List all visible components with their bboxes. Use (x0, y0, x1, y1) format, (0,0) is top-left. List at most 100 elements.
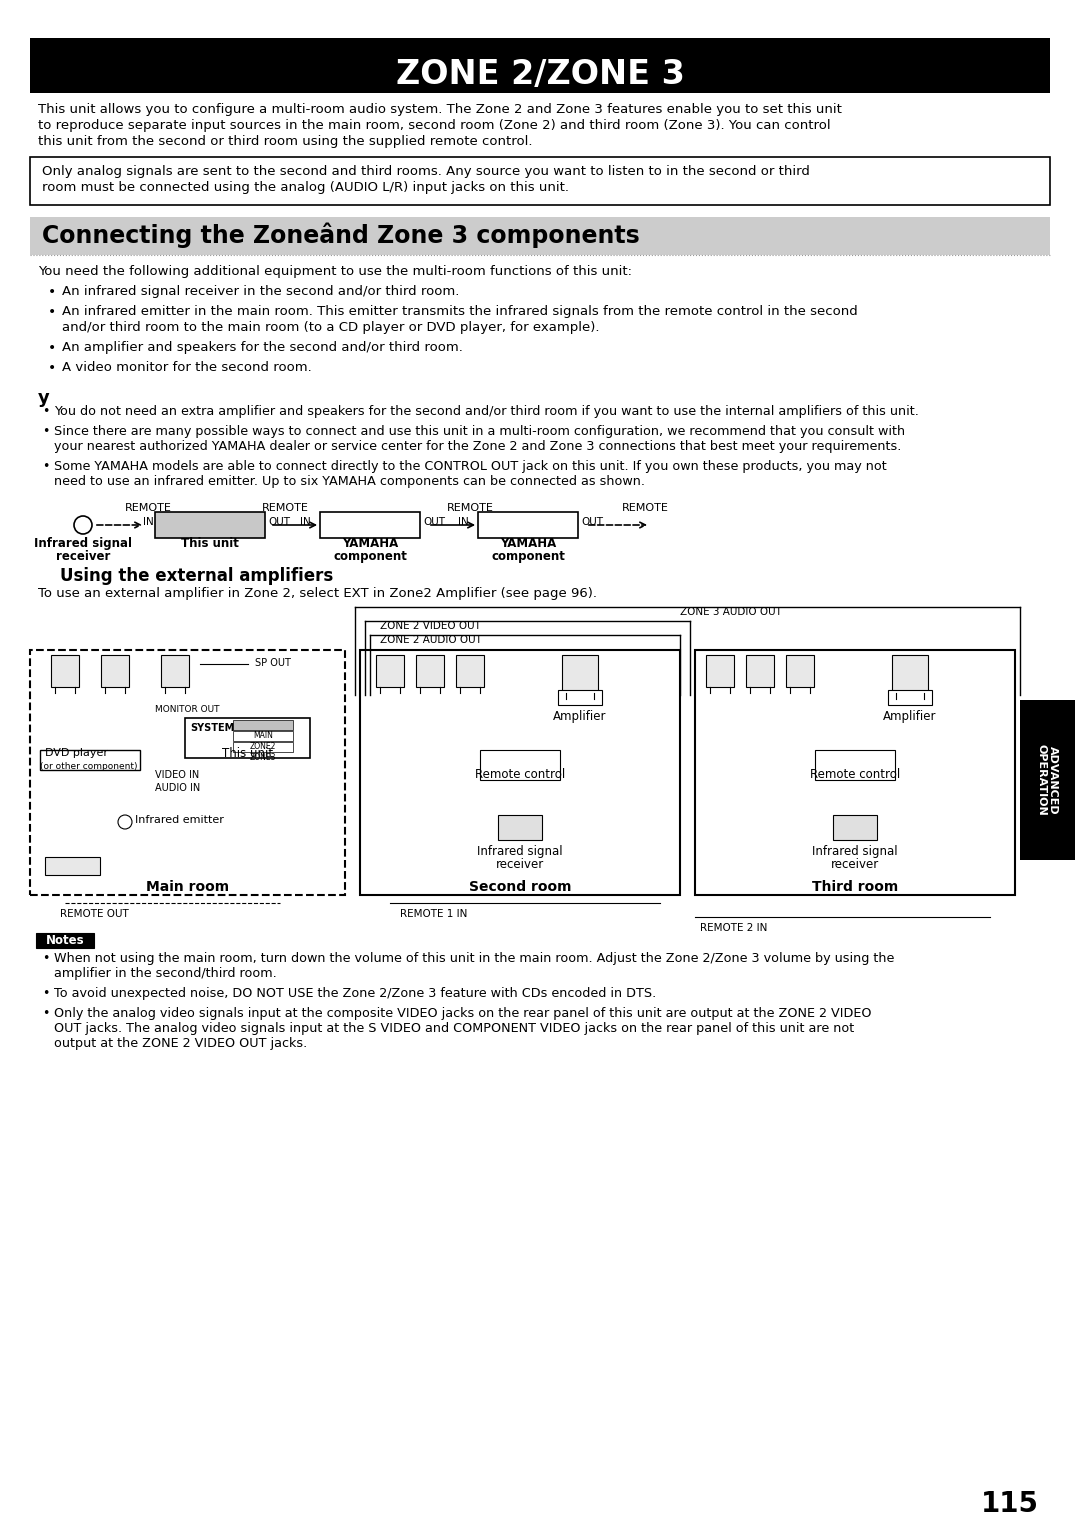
FancyBboxPatch shape (416, 655, 444, 687)
Text: Infrared emitter: Infrared emitter (135, 815, 224, 826)
FancyBboxPatch shape (320, 513, 420, 539)
Text: ZONE 3 AUDIO OUT: ZONE 3 AUDIO OUT (680, 607, 782, 617)
Text: This unit: This unit (181, 537, 239, 549)
Text: this unit from the second or third room using the supplied remote control.: this unit from the second or third room … (38, 134, 532, 148)
FancyBboxPatch shape (892, 655, 928, 693)
Text: OUT jacks. The analog video signals input at the S VIDEO and COMPONENT VIDEO jac: OUT jacks. The analog video signals inpu… (54, 1022, 854, 1035)
Text: MAIN: MAIN (253, 731, 273, 740)
Text: •: • (48, 305, 56, 319)
Text: An infrared signal receiver in the second and/or third room.: An infrared signal receiver in the secon… (62, 285, 459, 298)
Text: OUT: OUT (423, 517, 445, 526)
Text: IN: IN (458, 517, 469, 526)
Text: An infrared emitter in the main room. This emitter transmits the infrared signal: An infrared emitter in the main room. Th… (62, 305, 858, 317)
Text: REMOTE: REMOTE (622, 504, 669, 513)
FancyBboxPatch shape (833, 815, 877, 839)
FancyBboxPatch shape (456, 655, 484, 687)
Text: Infrared signal: Infrared signal (477, 845, 563, 858)
Text: y: y (38, 389, 50, 407)
Text: MONITOR OUT: MONITOR OUT (156, 705, 219, 714)
Text: room must be connected using the analog (AUDIO L/R) input jacks on this unit.: room must be connected using the analog … (42, 182, 569, 194)
Text: Remote control: Remote control (475, 768, 565, 781)
Text: Remote control: Remote control (810, 768, 900, 781)
FancyBboxPatch shape (696, 650, 1015, 896)
Text: IN: IN (300, 517, 311, 526)
Text: Amplifier: Amplifier (883, 710, 936, 723)
Circle shape (75, 516, 92, 534)
Text: YAMAHA: YAMAHA (500, 537, 556, 549)
FancyBboxPatch shape (233, 720, 293, 729)
FancyBboxPatch shape (376, 655, 404, 687)
FancyBboxPatch shape (161, 655, 189, 687)
Text: •: • (42, 404, 50, 418)
Text: Third room: Third room (812, 881, 899, 894)
Text: component: component (333, 549, 407, 563)
Text: receiver: receiver (56, 549, 110, 563)
Text: 115: 115 (981, 1489, 1039, 1518)
Text: Infrared signal: Infrared signal (33, 537, 132, 549)
Text: your nearest authorized YAMAHA dealer or service center for the Zone 2 and Zone : your nearest authorized YAMAHA dealer or… (54, 439, 902, 453)
FancyBboxPatch shape (233, 742, 293, 752)
Text: •: • (48, 362, 56, 375)
Text: •: • (42, 1007, 50, 1019)
Text: •: • (42, 987, 50, 1000)
FancyBboxPatch shape (30, 217, 1050, 255)
FancyBboxPatch shape (51, 655, 79, 687)
Circle shape (118, 815, 132, 829)
Text: Only analog signals are sent to the second and third rooms. Any source you want : Only analog signals are sent to the seco… (42, 165, 810, 179)
FancyBboxPatch shape (156, 513, 265, 539)
Text: OUT: OUT (581, 517, 603, 526)
FancyBboxPatch shape (480, 749, 561, 780)
Text: receiver: receiver (496, 858, 544, 871)
FancyBboxPatch shape (185, 719, 310, 758)
Text: ZONE 2/ZONE 3: ZONE 2/ZONE 3 (395, 58, 685, 92)
Text: An amplifier and speakers for the second and/or third room.: An amplifier and speakers for the second… (62, 340, 463, 354)
Text: You do not need an extra amplifier and speakers for the second and/or third room: You do not need an extra amplifier and s… (54, 404, 919, 418)
FancyBboxPatch shape (815, 749, 895, 780)
FancyBboxPatch shape (233, 731, 293, 742)
Text: and/or third room to the main room (to a CD player or DVD player, for example).: and/or third room to the main room (to a… (62, 320, 599, 334)
Text: REMOTE: REMOTE (124, 504, 172, 513)
Text: IN: IN (143, 517, 153, 526)
Text: ZONE 2 AUDIO OUT: ZONE 2 AUDIO OUT (380, 635, 482, 645)
FancyBboxPatch shape (562, 655, 598, 693)
Text: To avoid unexpected noise, DO NOT USE the Zone 2/Zone 3 feature with CDs encoded: To avoid unexpected noise, DO NOT USE th… (54, 987, 657, 1000)
FancyBboxPatch shape (30, 650, 345, 896)
FancyBboxPatch shape (478, 513, 578, 539)
Text: amplifier in the second/third room.: amplifier in the second/third room. (54, 967, 276, 980)
Text: REMOTE: REMOTE (261, 504, 309, 513)
Text: SYSTEM: SYSTEM (190, 723, 234, 732)
Text: Amplifier: Amplifier (553, 710, 607, 723)
Text: ZONE2: ZONE2 (249, 742, 276, 751)
Text: OUT: OUT (268, 517, 291, 526)
Text: need to use an infrared emitter. Up to six YAMAHA components can be connected as: need to use an infrared emitter. Up to s… (54, 475, 645, 488)
Text: (or other component): (or other component) (40, 761, 137, 771)
Text: REMOTE 2 IN: REMOTE 2 IN (700, 923, 768, 932)
FancyBboxPatch shape (558, 690, 602, 705)
FancyBboxPatch shape (45, 858, 100, 874)
FancyBboxPatch shape (360, 650, 680, 896)
Text: •: • (42, 459, 50, 473)
Text: VIDEO IN: VIDEO IN (156, 771, 199, 780)
FancyBboxPatch shape (888, 690, 932, 705)
Text: Using the external amplifiers: Using the external amplifiers (60, 568, 334, 584)
FancyBboxPatch shape (1020, 700, 1075, 861)
Text: This unit: This unit (221, 748, 273, 760)
Text: •: • (42, 952, 50, 964)
Text: •: • (42, 426, 50, 438)
Text: To use an external amplifier in Zone 2, select EXT in Zone2 Amplifier (see page : To use an external amplifier in Zone 2, … (38, 588, 597, 600)
Text: You need the following additional equipment to use the multi-room functions of t: You need the following additional equipm… (38, 266, 632, 278)
Text: to reproduce separate input sources in the main room, second room (Zone 2) and t: to reproduce separate input sources in t… (38, 119, 831, 133)
Text: DVD player: DVD player (45, 748, 108, 758)
Text: YAMAHA: YAMAHA (342, 537, 399, 549)
Text: •: • (48, 340, 56, 356)
FancyBboxPatch shape (498, 815, 542, 839)
Text: Notes: Notes (45, 934, 84, 948)
Text: ZONE 2 VIDEO OUT: ZONE 2 VIDEO OUT (380, 621, 481, 630)
Text: This unit allows you to configure a multi-room audio system. The Zone 2 and Zone: This unit allows you to configure a mult… (38, 102, 842, 116)
Text: SP OUT: SP OUT (255, 658, 291, 668)
FancyBboxPatch shape (30, 157, 1050, 204)
FancyBboxPatch shape (30, 38, 1050, 93)
FancyBboxPatch shape (746, 655, 774, 687)
Text: When not using the main room, turn down the volume of this unit in the main room: When not using the main room, turn down … (54, 952, 894, 964)
Text: Some YAMAHA models are able to connect directly to the CONTROL OUT jack on this : Some YAMAHA models are able to connect d… (54, 459, 887, 473)
